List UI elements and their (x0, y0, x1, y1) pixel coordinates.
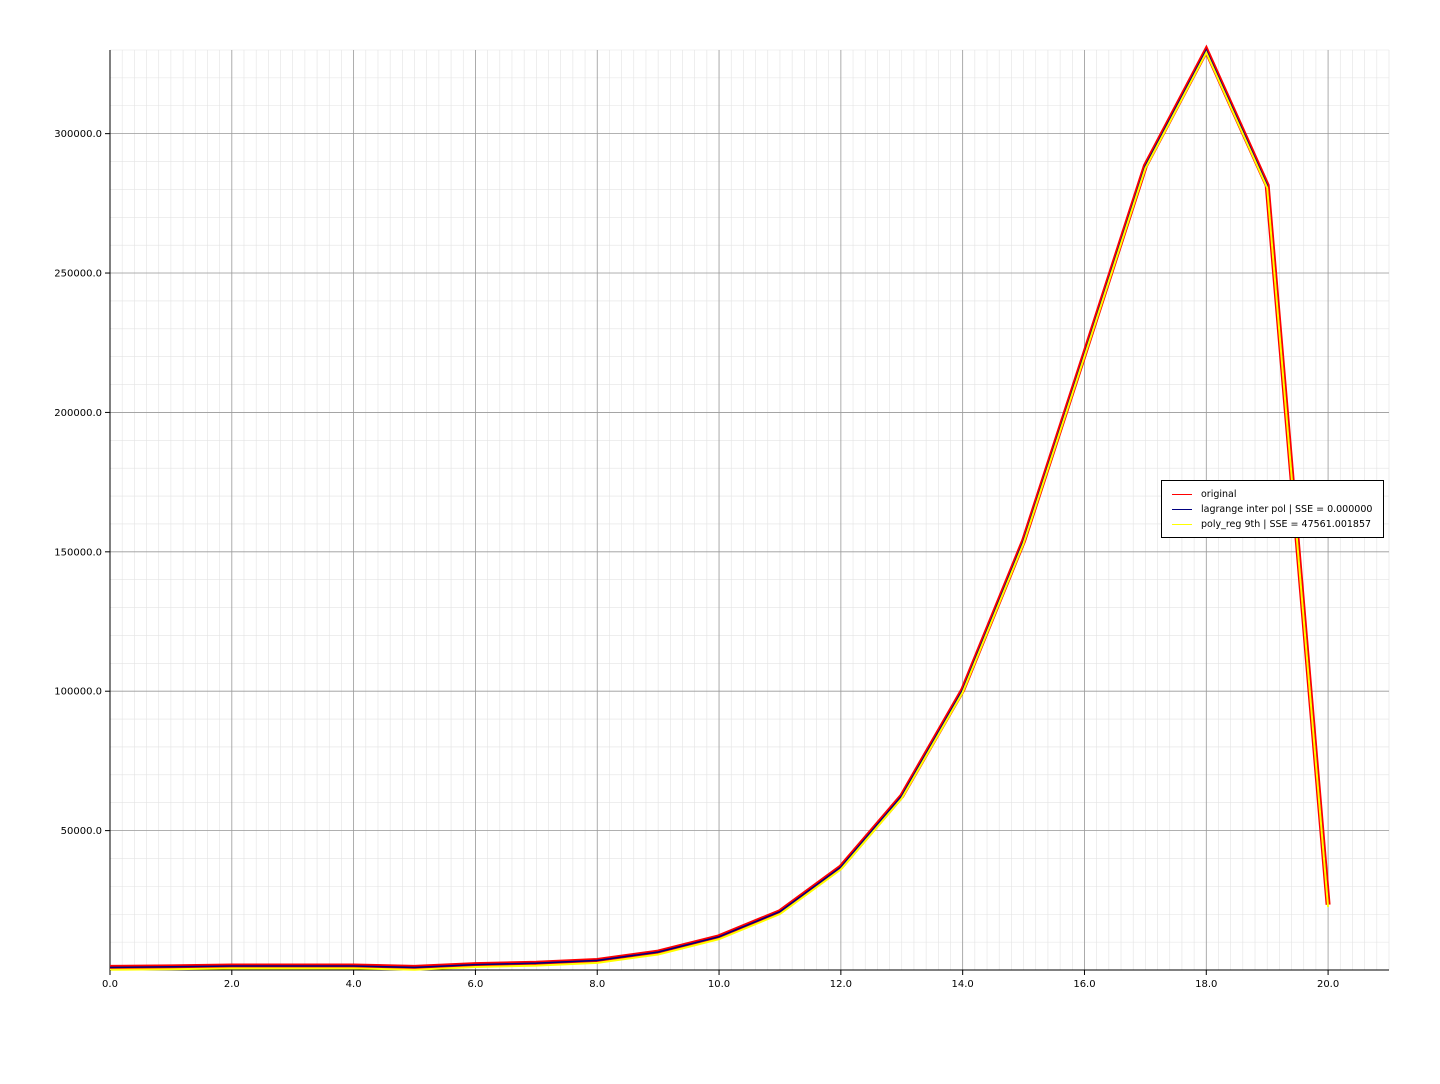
y-tick-label: 100000.0 (54, 687, 102, 698)
x-tick-label: 8.0 (589, 979, 605, 990)
y-tick-label: 150000.0 (54, 547, 102, 558)
legend-swatch-original (1172, 493, 1192, 495)
legend: original lagrange inter pol | SSE = 0.00… (1161, 480, 1384, 538)
y-tick-label: 50000.0 (61, 826, 102, 837)
x-tick-label: 10.0 (708, 979, 730, 990)
legend-label: lagrange inter pol | SSE = 0.000000 (1201, 503, 1373, 515)
x-tick-label: 18.0 (1195, 979, 1217, 990)
legend-swatch-lagrange (1172, 508, 1192, 510)
x-axis-ticks: 0.0 2.0 4.0 6.0 8.0 10.0 12.0 14.0 16.0 18.0 20.0 (102, 970, 1339, 990)
legend-swatch-poly-reg (1172, 523, 1192, 525)
x-tick-label: 6.0 (467, 979, 483, 990)
x-tick-label: 0.0 (102, 979, 118, 990)
axes (109, 50, 1389, 971)
x-tick-label: 16.0 (1073, 979, 1095, 990)
legend-label: poly_reg 9th | SSE = 47561.001857 (1201, 518, 1372, 530)
x-tick-label: 12.0 (830, 979, 852, 990)
x-tick-label: 4.0 (346, 979, 362, 990)
y-axis-ticks: 50000.0 100000.0 150000.0 200000.0 250000.0 3… (54, 129, 110, 837)
y-tick-label: 300000.0 (54, 129, 102, 140)
legend-item-poly-reg: poly_reg 9th | SSE = 47561.001857 (1172, 517, 1371, 531)
legend-label: original (1201, 488, 1237, 500)
y-tick-label: 200000.0 (54, 408, 102, 419)
series-line-2 (109, 50, 1330, 971)
series-layer (109, 44, 1331, 971)
x-tick-label: 20.0 (1317, 979, 1339, 990)
legend-item-lagrange: lagrange inter pol | SSE = 0.000000 (1172, 502, 1372, 516)
y-tick-label: 250000.0 (54, 269, 102, 280)
x-tick-label: 14.0 (952, 979, 974, 990)
x-tick-label: 2.0 (224, 979, 240, 990)
legend-item-original: original (1172, 487, 1237, 501)
